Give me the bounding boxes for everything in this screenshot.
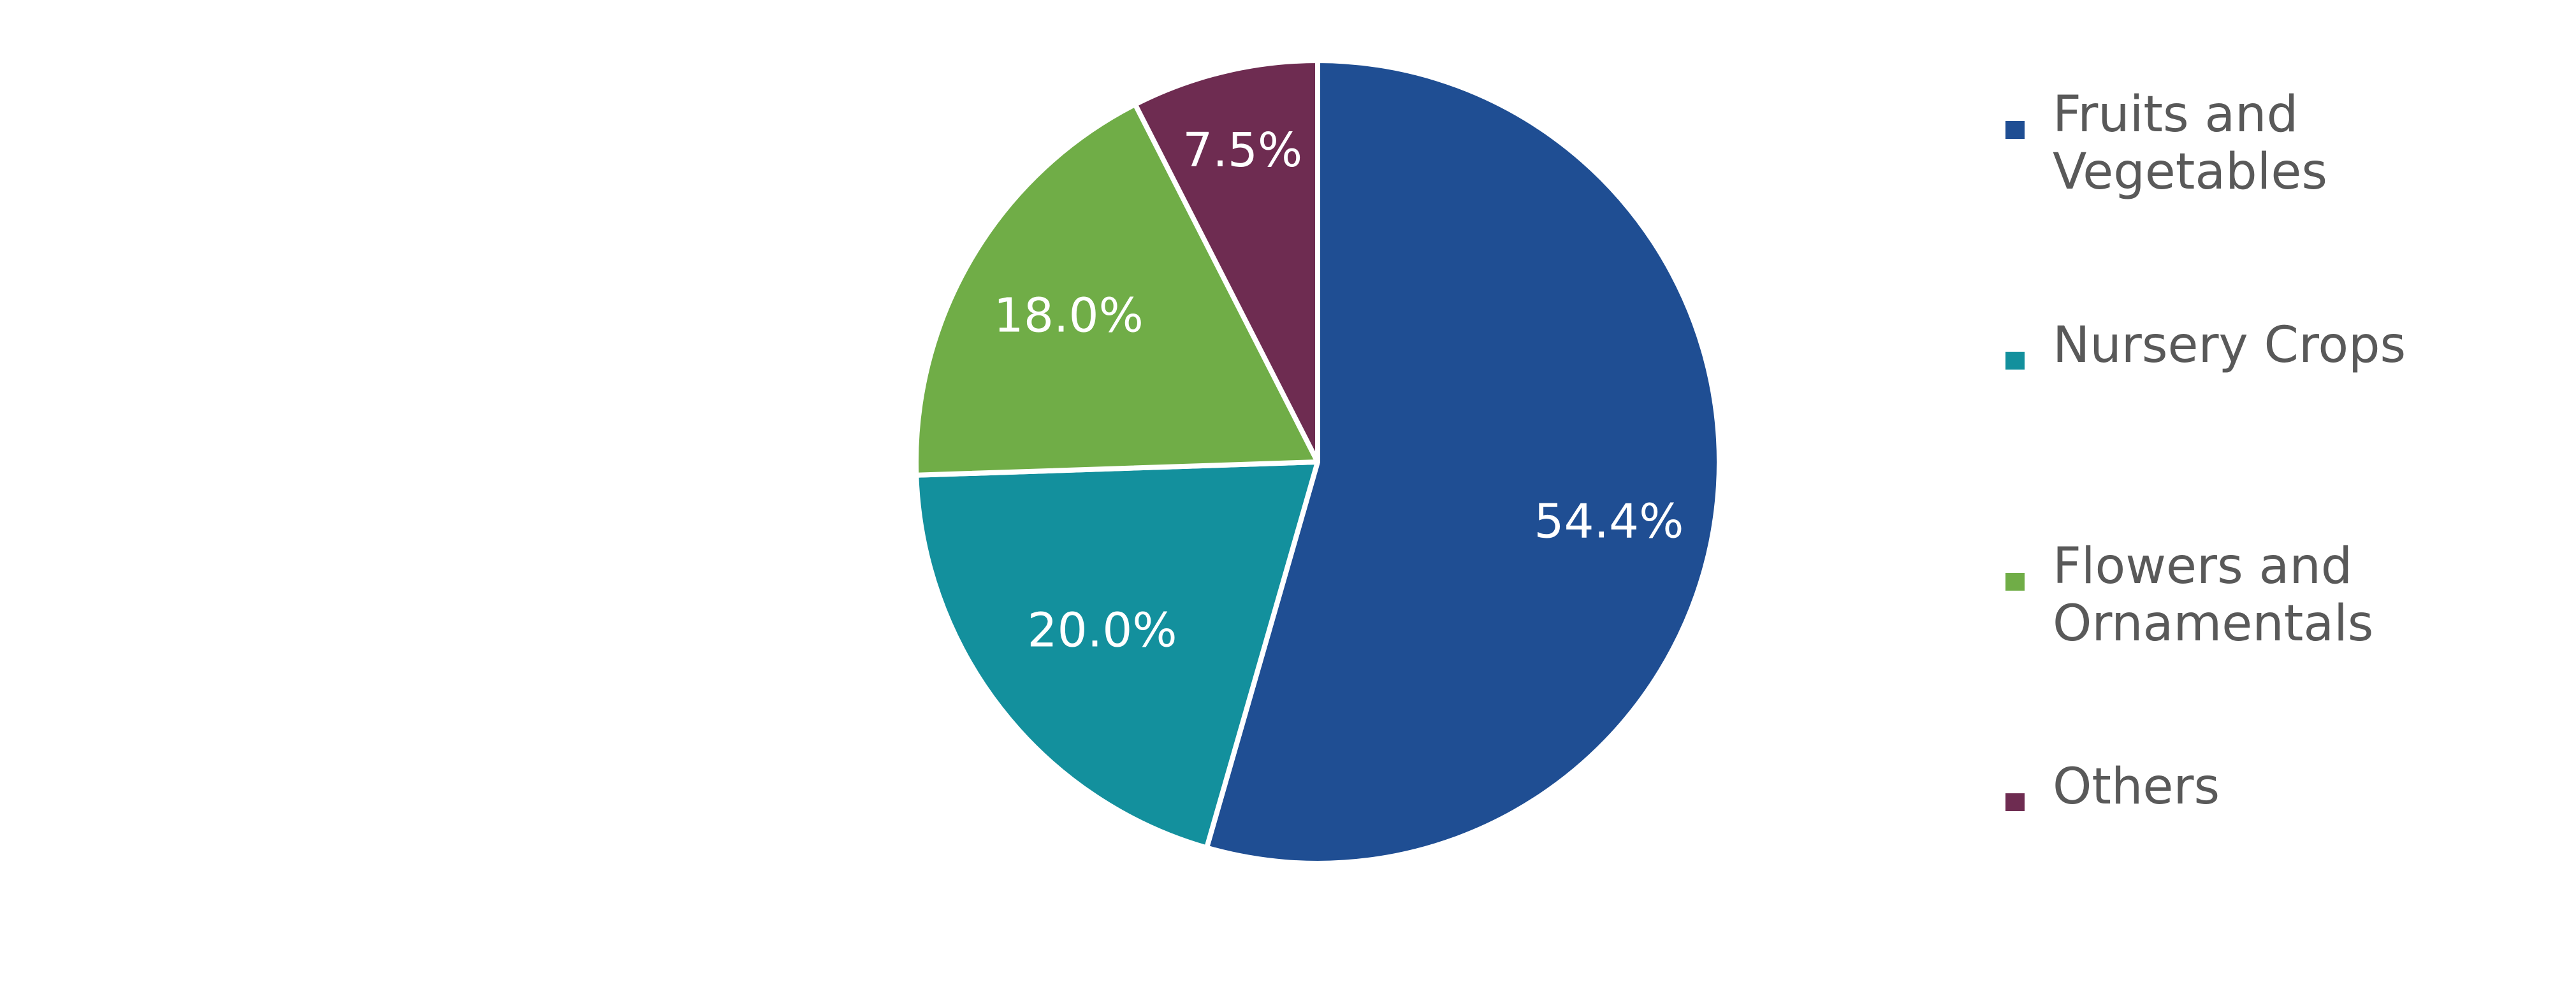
data-label: 7.5% (1182, 123, 1302, 178)
legend-label: Fruits and Vegetables (2053, 86, 2327, 201)
data-label: 54.4% (1534, 494, 1684, 549)
data-label: 20.0% (1028, 603, 1177, 658)
legend-swatch (2005, 793, 2025, 811)
legend-swatch (2005, 121, 2025, 139)
legend-swatch (2005, 352, 2025, 370)
pie-slice-others (1132, 58, 1320, 465)
pie-slice-fruits-and-vegetables (1204, 58, 1722, 866)
legend-label: Others (2053, 758, 2220, 816)
data-label: 18.0% (994, 289, 1144, 343)
legend-label: Nursery Crops (2053, 317, 2406, 374)
legend-label: Flowers and Ornamentals (2053, 538, 2374, 652)
pie-slice-nursery-crops (913, 459, 1320, 851)
legend-swatch (2005, 573, 2025, 591)
pie-slice-flowers-and-ornamentals (913, 101, 1320, 478)
